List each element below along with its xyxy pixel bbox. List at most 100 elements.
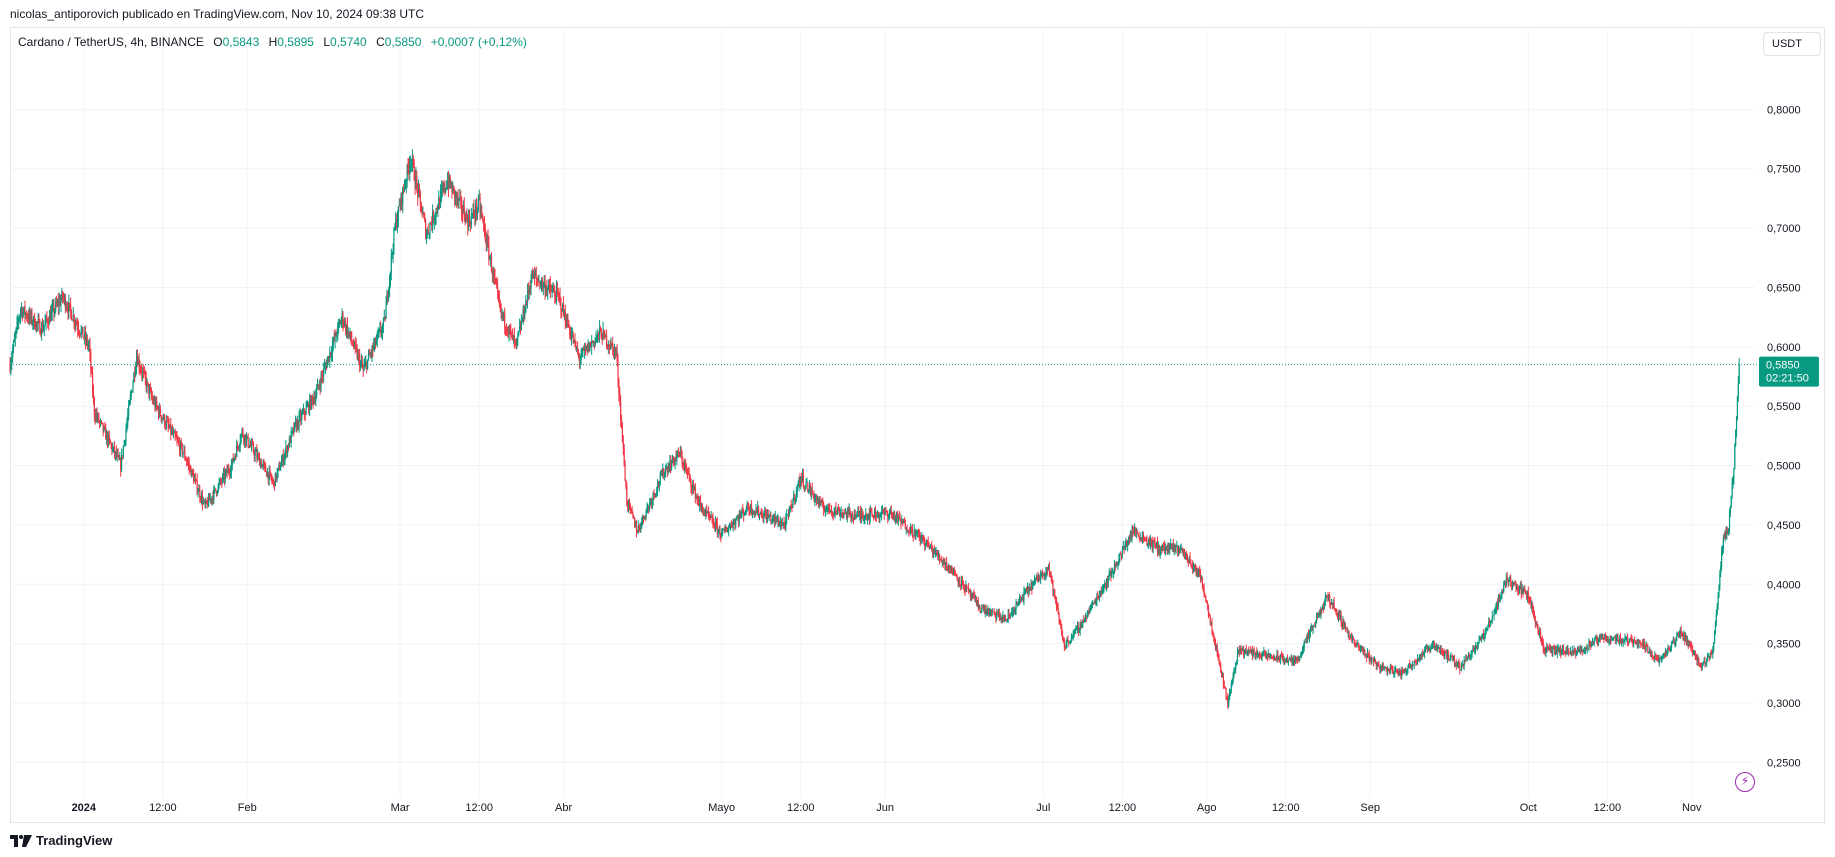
candle-body (299, 414, 301, 416)
candle-body (612, 344, 614, 348)
candle-body (791, 507, 793, 508)
candle-body (625, 480, 627, 487)
candle-body (1663, 653, 1666, 655)
lightning-icon[interactable]: ⚡︎ (1735, 772, 1755, 792)
candle-body (1691, 647, 1693, 650)
candle-body (698, 501, 700, 506)
candle-body (1035, 576, 1037, 580)
candle-body (1707, 656, 1710, 658)
candle-body (1699, 663, 1702, 667)
candle-body (1633, 640, 1635, 645)
candle-body (587, 343, 589, 352)
candle-body (1098, 596, 1100, 598)
candle-body (1285, 660, 1287, 662)
candle-body (310, 395, 312, 409)
candle-body (823, 509, 826, 513)
candle-body (1382, 665, 1384, 670)
candle-body (980, 611, 982, 613)
candle-body (1338, 611, 1340, 616)
candle-body (774, 516, 776, 522)
candle-body (243, 435, 245, 441)
candle-body (1248, 650, 1250, 652)
candle-body (1213, 634, 1215, 639)
candle-body (1214, 638, 1216, 644)
tradingview-brand[interactable]: TradingView (10, 833, 112, 848)
candle-body (1465, 655, 1467, 661)
candle-body (108, 435, 110, 440)
candle-body (1710, 653, 1712, 654)
candle-body (107, 435, 110, 443)
candle-body (408, 167, 410, 172)
candle-body (1146, 540, 1148, 545)
candle-body (1460, 664, 1463, 670)
candle-body (705, 510, 707, 514)
candle-body (1025, 589, 1027, 591)
candle-body (561, 310, 563, 313)
candle-body (1400, 672, 1402, 677)
candle-body (1523, 589, 1525, 593)
candle-body (712, 517, 714, 525)
candle-body (503, 313, 505, 317)
candle-body (367, 354, 370, 360)
candle-body (1275, 658, 1277, 660)
y-tick-label: 0,5500 (1767, 401, 1801, 413)
candle-body (1051, 578, 1053, 581)
candle-body (1422, 651, 1424, 656)
symbol-title[interactable]: Cardano / TetherUS, 4h, BINANCE (18, 35, 204, 49)
candle-body (608, 345, 610, 348)
candle-body (1404, 669, 1406, 672)
candle-body (888, 513, 891, 515)
candle-body (461, 211, 464, 213)
candle-body (679, 451, 682, 456)
candle-body (410, 163, 412, 165)
candle-body (12, 341, 15, 351)
candle-body (1138, 535, 1140, 538)
candle-body (609, 347, 611, 349)
candle-body (1588, 641, 1590, 649)
candle-body (372, 346, 374, 350)
candle-body (953, 570, 955, 576)
candle-body (880, 514, 882, 516)
candle-body (1266, 653, 1268, 658)
candle-body (1136, 531, 1138, 534)
candle-body (636, 531, 638, 533)
candle-body (1616, 636, 1618, 639)
candle-body (1599, 635, 1601, 638)
candle-body (285, 447, 287, 453)
candle-body (1239, 649, 1241, 653)
candle-body (1120, 554, 1122, 555)
currency-button[interactable]: USDT (1763, 32, 1821, 56)
candle-body (86, 337, 88, 346)
candle-body (1235, 662, 1237, 670)
candle-body (1389, 666, 1391, 672)
candle-body (1185, 553, 1188, 556)
candle-body (1105, 579, 1108, 587)
candle-body (814, 498, 816, 500)
candle-body (1677, 633, 1679, 635)
candle-body (1719, 573, 1721, 586)
candle-body (1225, 687, 1227, 697)
candle-body (767, 513, 769, 518)
candle-body (1150, 539, 1152, 542)
candle-body (1458, 662, 1460, 666)
candle-body (1291, 657, 1293, 664)
candle-body (714, 525, 716, 529)
candle-body (1650, 654, 1652, 655)
candle-body (359, 355, 361, 368)
candle-body (997, 613, 1000, 616)
candle-body (1244, 649, 1246, 651)
candle-body (272, 480, 274, 482)
candle-body (1125, 541, 1127, 548)
candle-body (1667, 647, 1669, 653)
candle-body (1289, 659, 1291, 661)
candle-body (1374, 659, 1377, 664)
candle-body (1585, 648, 1587, 650)
candle-body (200, 497, 202, 501)
candle-body (855, 516, 857, 519)
candle-body (1366, 653, 1368, 658)
candle-body (1027, 586, 1029, 593)
candle-body (439, 198, 441, 207)
candle-body (699, 501, 701, 506)
candle-body (1695, 655, 1697, 657)
